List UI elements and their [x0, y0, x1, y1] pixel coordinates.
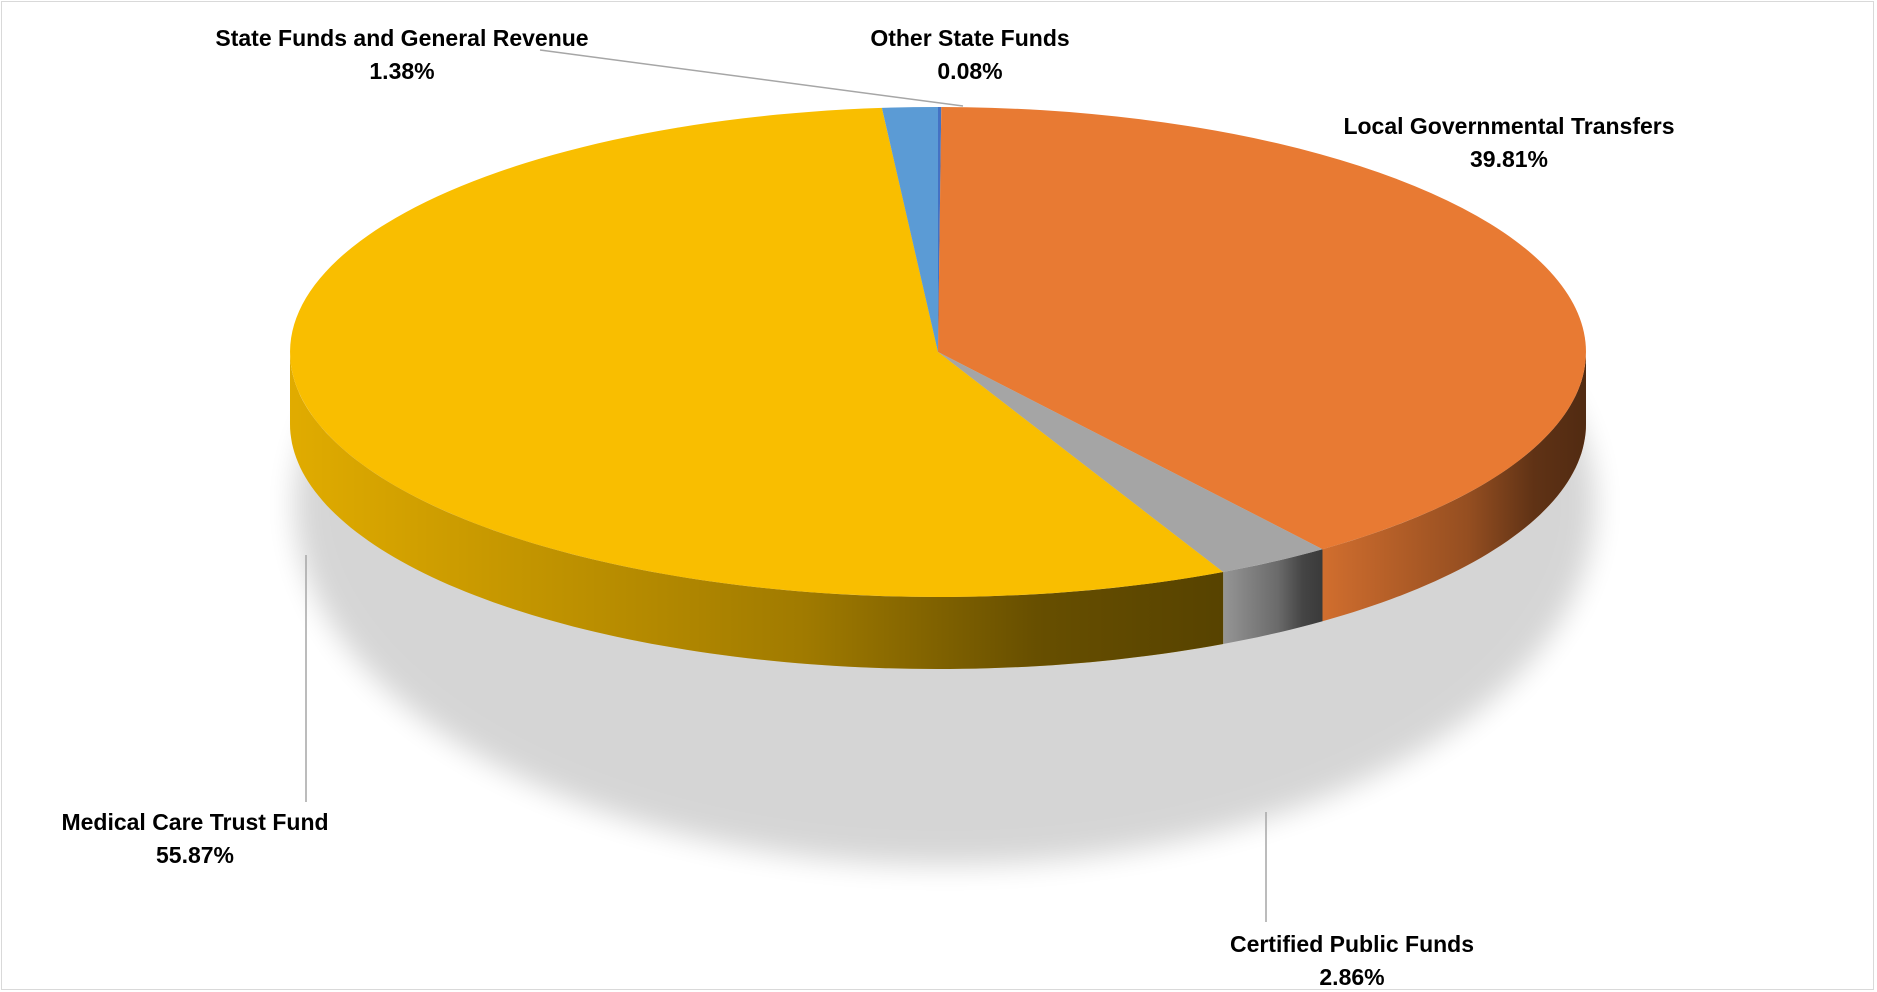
slice-side-shade-local-governmental-transfers: [1322, 352, 1586, 622]
label-certified-public-funds: Certified Public Funds: [1230, 931, 1474, 957]
value-label-local-governmental-transfers: 39.81%: [1470, 146, 1548, 172]
slice-local-governmental-transfers: [938, 107, 1586, 550]
slice-side-shade-medical-care-trust-fund: [290, 352, 1224, 669]
label-state-funds-and-general-revenue: State Funds and General Revenue: [215, 25, 588, 51]
value-label-certified-public-funds: 2.86%: [1319, 964, 1384, 990]
label-other-state-funds: Other State Funds: [870, 25, 1069, 51]
leader-line-state-funds-and-general-revenue: [539, 49, 964, 107]
slice-certified-public-funds: [938, 352, 1323, 572]
slice-state-funds-and-general-revenue: [881, 106, 938, 352]
label-medical-care-trust-fund: Medical Care Trust Fund: [61, 809, 328, 835]
value-label-state-funds-and-general-revenue: 1.38%: [369, 58, 434, 84]
slice-other-state-funds: [938, 106, 942, 353]
label-local-governmental-transfers: Local Governmental Transfers: [1343, 113, 1674, 139]
value-label-medical-care-trust-fund: 55.87%: [156, 842, 234, 868]
value-label-other-state-funds: 0.08%: [937, 58, 1002, 84]
slice-side-shade-certified-public-funds: [1223, 549, 1323, 644]
slice-medical-care-trust-fund: [290, 107, 1224, 597]
